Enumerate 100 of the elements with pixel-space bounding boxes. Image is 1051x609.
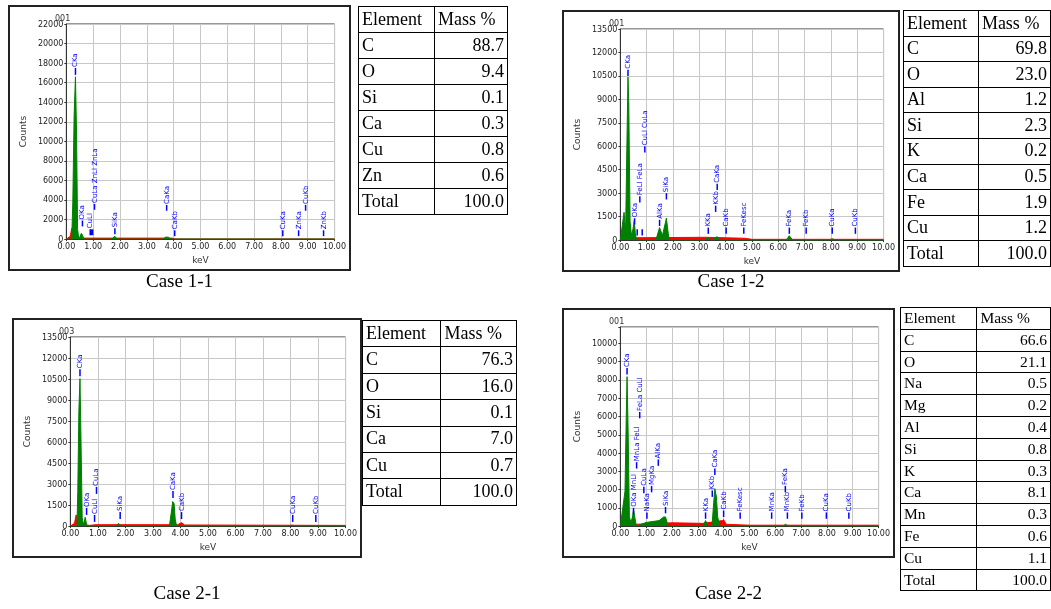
category-label: O: [900, 351, 977, 373]
x-tick-label: 0.00: [57, 241, 76, 251]
category-label: Total: [362, 478, 441, 506]
x-tick-label: 8.00: [281, 528, 300, 538]
y-axis-title: Counts: [571, 410, 582, 443]
x-tick-label: 0.00: [611, 528, 630, 538]
data-label: 0.1: [440, 399, 517, 427]
y-tick-label: 6000: [42, 175, 64, 185]
y-tick-label: 1500: [596, 212, 618, 222]
category-label: Zn: [358, 162, 435, 189]
x-tick-label: 9.00: [309, 528, 327, 538]
x-tick-label: 9.00: [843, 528, 862, 538]
x-tick-label: 0.00: [61, 528, 80, 538]
data-label: 0.5: [976, 372, 1051, 395]
x-tick-label: 4.00: [164, 241, 183, 251]
data-label: 0.3: [434, 110, 508, 137]
data-label: 0.6: [434, 162, 508, 189]
category-label: Mn: [900, 503, 977, 526]
y-tick-label: 14000: [37, 97, 64, 107]
data-label: 0.4: [976, 416, 1051, 439]
x-tick-label: 4.00: [171, 528, 190, 538]
x-tick-label: 0.00: [611, 242, 630, 252]
data-label: 7.0: [440, 426, 517, 453]
x-axis-title: keV: [741, 541, 759, 552]
y-axis-title: Counts: [571, 118, 582, 151]
y-tick-label: 7500: [596, 118, 618, 128]
category-label: Al: [903, 87, 979, 113]
text: Element: [362, 320, 441, 347]
data-label: 0.8: [434, 136, 508, 163]
data-label: 0.3: [976, 460, 1051, 482]
x-tick-label: 3.00: [690, 242, 709, 252]
data-label: 2.3: [978, 112, 1051, 139]
data-label: 9.4: [434, 58, 508, 85]
y-tick-label: 10500: [41, 374, 68, 384]
y-tick-label: 20000: [37, 39, 64, 49]
category-label: K: [903, 138, 979, 165]
category-label: Total: [358, 188, 435, 215]
x-tick-label: 9.00: [298, 241, 317, 251]
y-tick-label: 4500: [46, 458, 68, 468]
data-label: 100.0: [440, 478, 517, 506]
chart-title: 001: [609, 316, 625, 326]
x-tick-label: 6.00: [769, 242, 788, 252]
category-label: Cu: [362, 452, 441, 479]
x-tick-label: 1.00: [637, 528, 656, 538]
category-label: Cu: [900, 547, 977, 570]
text: Mass %: [978, 10, 1051, 37]
category-label: Cu: [903, 215, 979, 241]
data-label: 1.2: [978, 215, 1051, 241]
data-label: 0.8: [976, 438, 1051, 461]
y-tick-label: 6000: [596, 141, 618, 151]
category-label: Fe: [903, 189, 979, 216]
category-label: Si: [362, 399, 441, 427]
text: Mass %: [976, 307, 1051, 330]
text: Case 2-1: [152, 582, 222, 604]
text: Element: [358, 6, 435, 33]
category-label: Ca: [903, 164, 979, 190]
category-label: Ca: [362, 426, 441, 453]
data-label: 21.1: [976, 351, 1051, 373]
data-label: 88.7: [434, 32, 508, 59]
x-tick-label: 3.00: [688, 528, 707, 538]
data-label: 1.2: [978, 87, 1051, 113]
y-tick-label: 2000: [42, 215, 64, 225]
x-tick-label: 10.00: [334, 528, 357, 538]
data-label: 0.1: [434, 84, 508, 111]
x-tick-label: 10.00: [867, 528, 890, 538]
category-label: Si: [900, 438, 977, 461]
y-axis-title: Counts: [17, 115, 28, 148]
y-tick-label: 12000: [41, 353, 68, 363]
data-label: 100.0: [976, 569, 1051, 591]
y-tick-label: 0: [612, 235, 618, 245]
data-label: 69.8: [978, 36, 1051, 62]
x-tick-label: 3.00: [137, 241, 156, 251]
y-tick-label: 7000: [596, 393, 618, 403]
x-tick-label: 7.00: [254, 528, 272, 538]
x-tick-label: 3.00: [144, 528, 162, 538]
y-tick-label: 1000: [596, 503, 618, 513]
data-label: 76.3: [440, 346, 517, 374]
category-label: Al: [900, 416, 977, 439]
category-label: C: [358, 32, 435, 59]
x-tick-label: 2.00: [116, 528, 135, 538]
data-label: 0.2: [976, 394, 1051, 417]
data-label: 100.0: [434, 188, 508, 215]
category-label: C: [900, 329, 977, 352]
y-tick-label: 9000: [596, 357, 618, 367]
y-tick-label: 6000: [46, 437, 68, 447]
category-label: Total: [900, 569, 977, 591]
y-tick-label: 0: [62, 521, 68, 531]
y-tick-label: 4000: [596, 448, 618, 458]
y-tick-label: 8000: [596, 375, 618, 385]
data-label: 8.1: [976, 481, 1051, 504]
data-label: 0.6: [976, 525, 1051, 548]
y-tick-label: 2000: [596, 485, 618, 495]
x-tick-label: 2.00: [663, 528, 681, 538]
category-label: C: [362, 346, 441, 374]
x-axis-title: keV: [192, 254, 210, 265]
text: Case 1-2: [696, 270, 766, 292]
x-tick-label: 4.00: [714, 528, 733, 538]
text: Case 2-2: [694, 582, 763, 604]
data-label: 0.3: [976, 503, 1051, 526]
category-label: Si: [903, 112, 979, 139]
